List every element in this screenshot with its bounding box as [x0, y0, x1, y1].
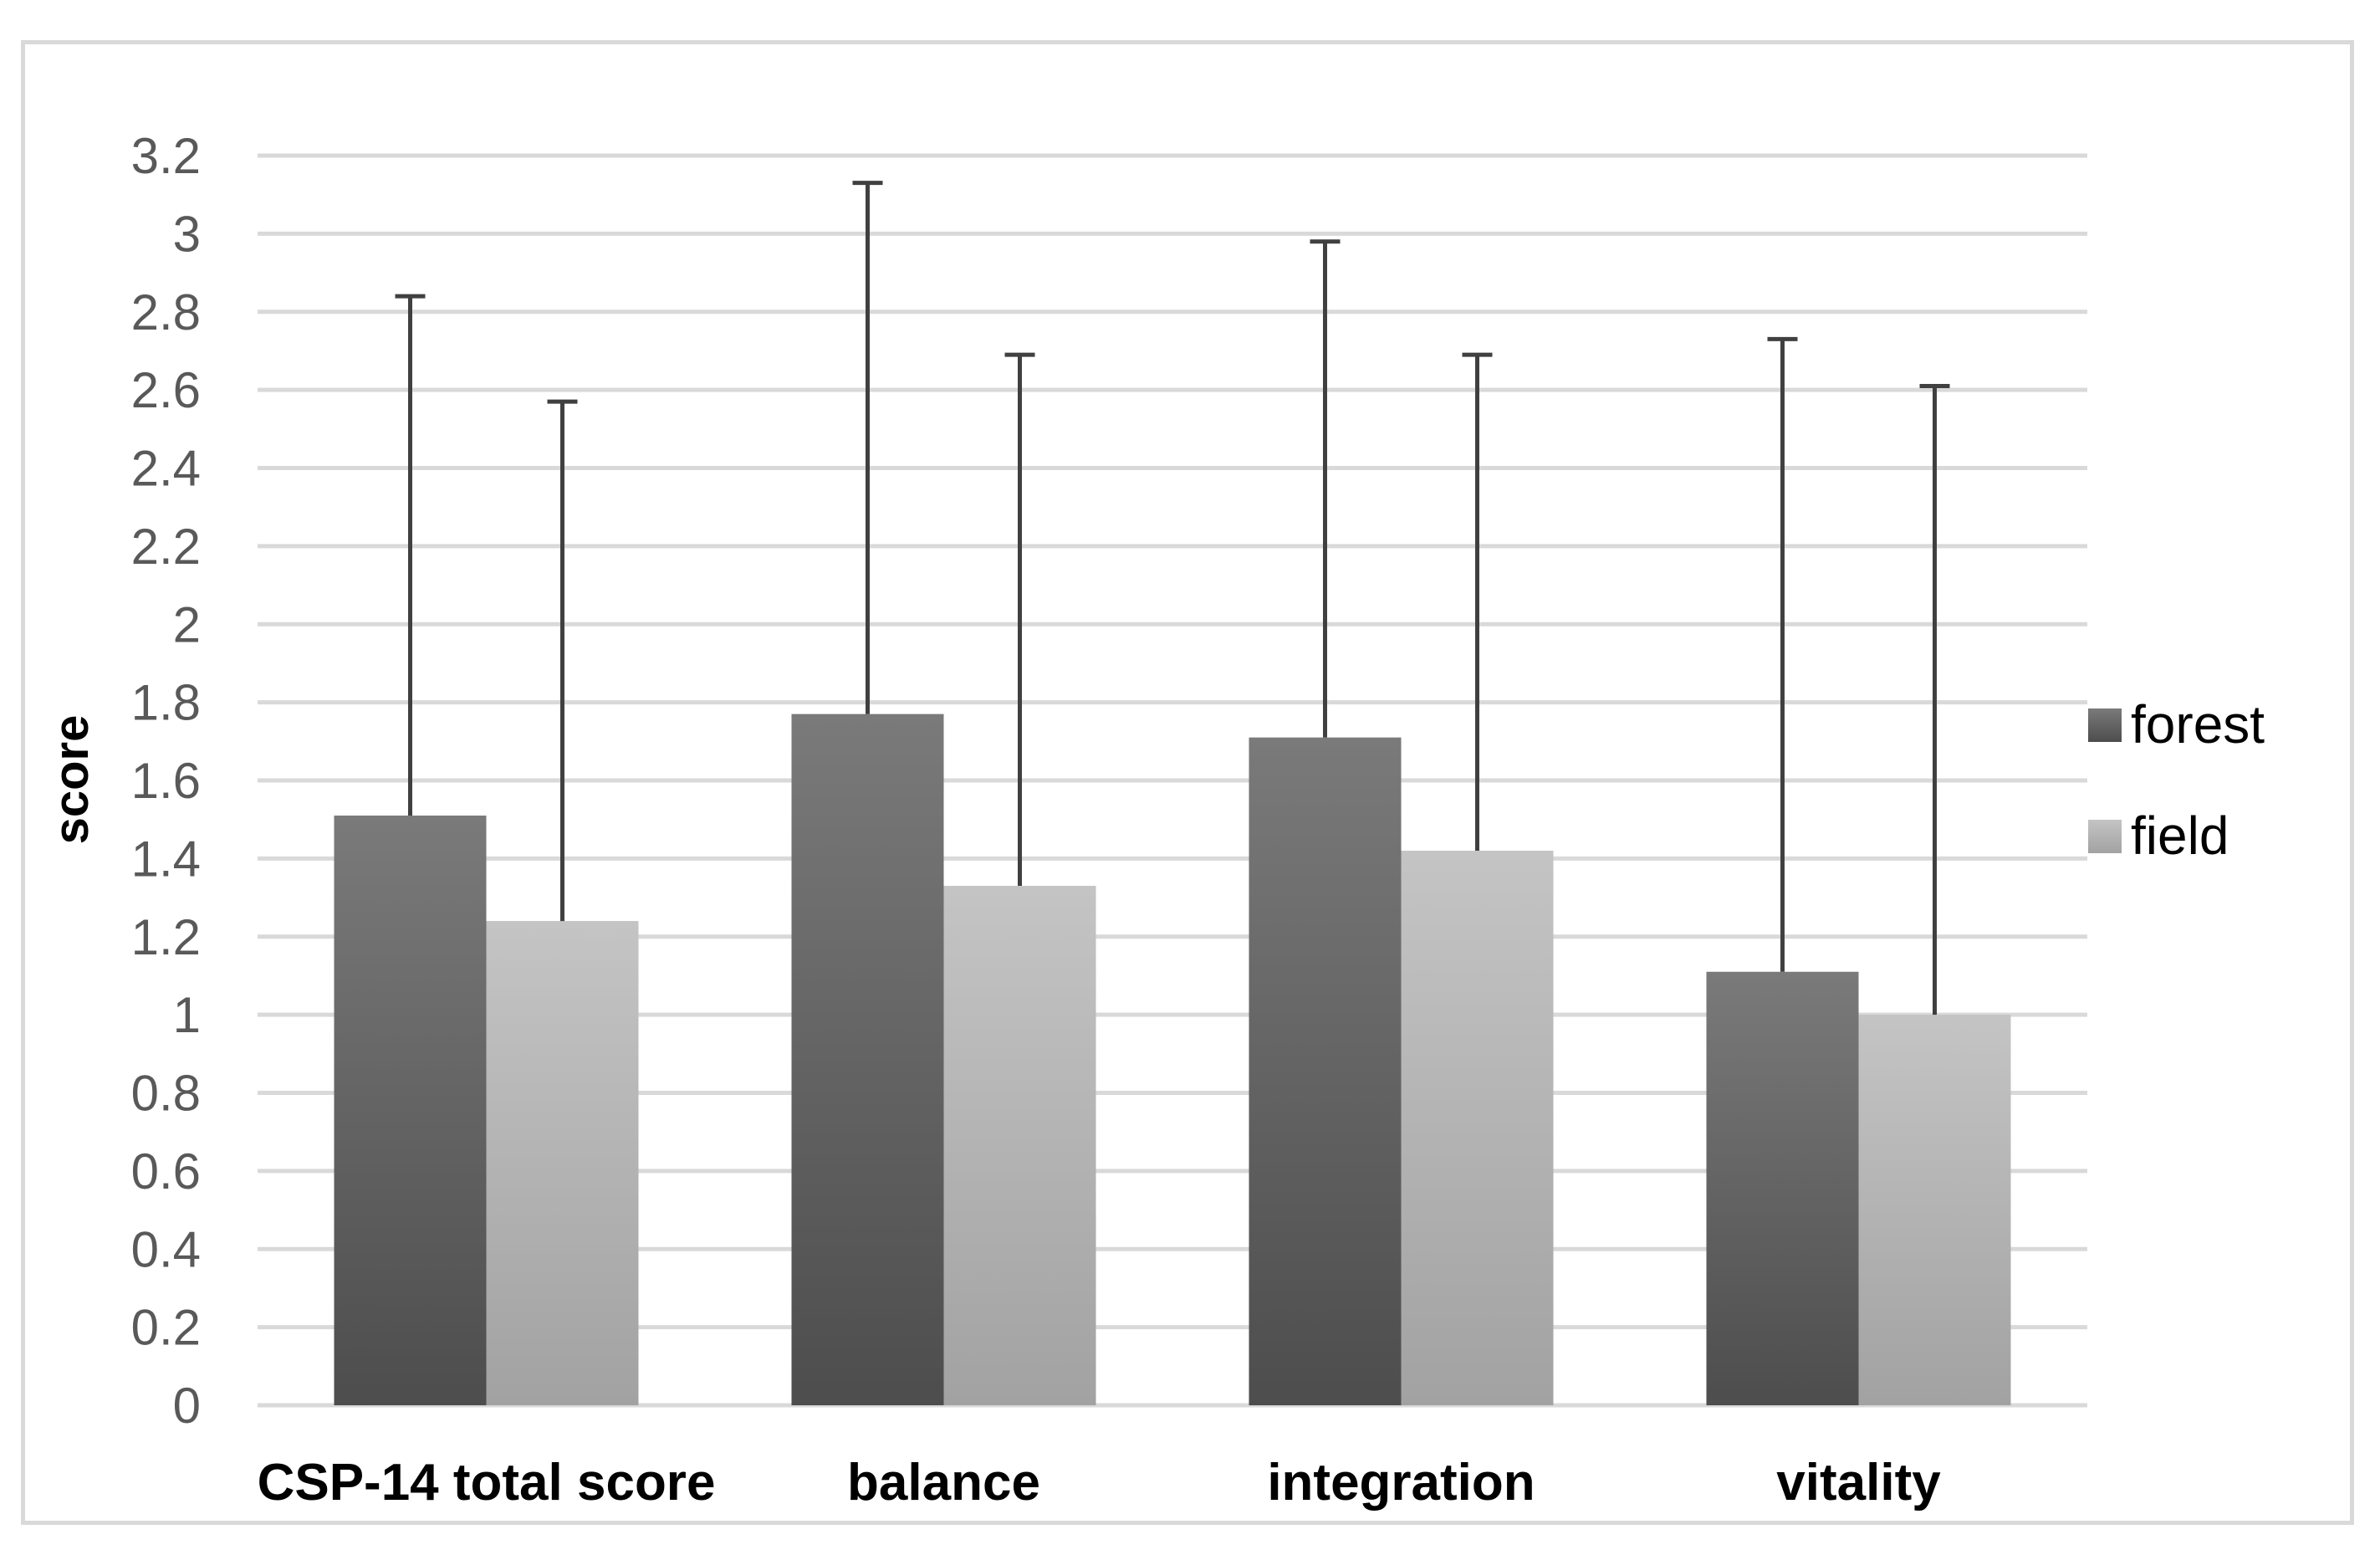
y-tick-label: 2.8: [131, 284, 201, 340]
bar-forest: [1249, 737, 1402, 1405]
y-tick-label: 0.2: [131, 1300, 201, 1356]
x-category-label: integration: [1267, 1454, 1535, 1512]
y-tick-label: 1.4: [131, 831, 201, 887]
y-tick-label: 2.4: [131, 441, 201, 497]
bar-field: [1858, 1015, 2011, 1405]
y-axis-ticks: 0 0.2 0.4 0.6 0.8 1 1.2 1.4 1.6 1.8 2 2.2 2.4 2.6 2.8 3…: [131, 128, 201, 1434]
x-category-label: CSP-14 total score: [258, 1454, 716, 1512]
y-tick-label: 1.8: [131, 675, 201, 731]
y-tick-label: 2.6: [131, 362, 201, 418]
legend-swatch-field: [2088, 820, 2122, 853]
x-axis-categories: CSP-14 total score balance integration vita…: [258, 1454, 1942, 1512]
legend-label-field: field: [2131, 806, 2229, 866]
legend-label-forest: forest: [2131, 694, 2265, 754]
bar-forest: [1706, 971, 1859, 1405]
bar-field: [486, 921, 639, 1405]
x-category-label: balance: [847, 1454, 1040, 1512]
bar-forest: [334, 816, 487, 1405]
error-bars: [395, 181, 1950, 1015]
y-tick-label: 3: [173, 206, 201, 262]
y-tick-label: 1.6: [131, 753, 201, 809]
y-tick-label: 0.8: [131, 1066, 201, 1122]
y-tick-label: 1: [173, 987, 201, 1043]
bar-field: [1401, 851, 1554, 1405]
y-tick-label: 2: [173, 596, 201, 652]
x-category-label: vitality: [1776, 1454, 1941, 1512]
y-tick-label: 0: [173, 1378, 201, 1434]
y-tick-label: 1.2: [131, 909, 201, 965]
bar-field: [943, 886, 1096, 1405]
y-tick-label: 0.6: [131, 1143, 201, 1199]
y-axis-title: score: [44, 715, 99, 845]
bar-forest: [791, 714, 944, 1405]
y-tick-label: 0.4: [131, 1221, 201, 1277]
legend: forest field: [2088, 694, 2265, 866]
y-tick-label: 2.2: [131, 519, 201, 575]
y-tick-label: 3.2: [131, 128, 201, 184]
legend-swatch-forest: [2088, 708, 2122, 742]
bars: [334, 714, 2011, 1405]
